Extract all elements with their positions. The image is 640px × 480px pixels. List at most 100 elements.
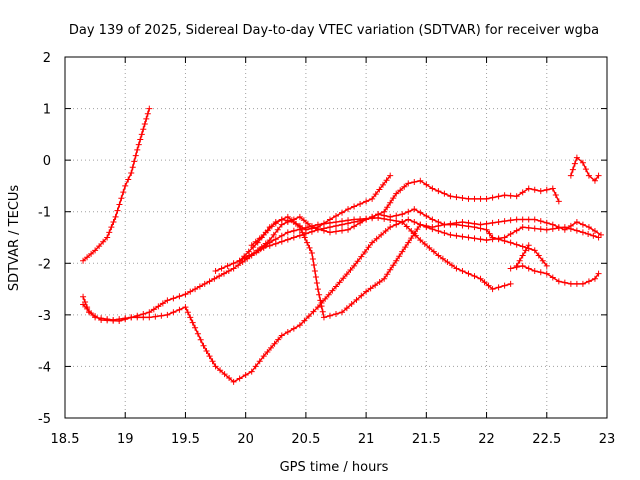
data-point [543,262,550,269]
data-point [301,234,308,241]
data-point [317,297,324,304]
data-point [465,195,472,202]
data-point [477,275,484,282]
data-point [182,291,189,298]
series-sat-i [513,242,532,269]
data-point [248,368,255,375]
data-point [206,353,213,360]
data-point [230,378,237,385]
data-point [278,221,285,228]
data-point [459,268,466,275]
data-point [501,237,508,244]
data-point [489,219,496,226]
data-point [585,278,592,285]
data-point [390,262,397,269]
data-point [122,315,129,322]
data-point [516,257,523,264]
data-point [92,314,99,321]
data-point [125,176,132,183]
data-point [555,224,562,231]
data-point [399,211,406,218]
data-point [296,322,303,329]
data-point [284,213,291,220]
data-point [465,270,472,277]
data-point [326,216,333,223]
data-point [441,190,448,197]
chart-title: Day 139 of 2025, Sidereal Day-to-day VTE… [69,23,599,38]
data-point [397,187,404,194]
data-point [447,231,454,238]
data-point [134,314,141,321]
data-point [206,278,213,285]
data-point [230,265,237,272]
data-point [525,224,532,231]
data-point [333,213,339,220]
data-point [513,216,520,223]
data-point [322,295,329,302]
data-point [128,314,135,321]
data-point [296,213,303,220]
data-point [579,229,586,236]
data-point [333,222,339,229]
data-point [333,283,339,290]
series-line [251,216,548,319]
data-point [363,198,370,205]
data-point [483,220,490,227]
data-point [519,243,526,250]
data-point [387,199,394,206]
data-point [262,240,269,247]
data-point [381,208,388,215]
series-sat-b [80,214,514,325]
data-point [408,235,415,242]
data-point [507,280,514,287]
y-axis-label: SDTVAR / TECUs [7,185,22,292]
data-point [531,186,538,193]
data-point [393,221,400,228]
data-point [591,275,598,282]
data-point [477,225,484,232]
x-tick-label: 21.5 [412,432,441,447]
data-point [164,311,171,318]
data-point [423,222,430,229]
data-point [260,244,267,251]
data-point [441,229,448,236]
data-point [439,255,446,262]
data-point [200,342,207,349]
data-point [122,182,129,189]
data-point [140,126,147,133]
data-point [314,304,321,311]
data-point [447,221,454,228]
data-point [501,218,508,225]
data-point [531,247,538,254]
y-tick-label: 1 [43,103,51,118]
data-point [372,191,379,198]
series-sat-g [212,177,562,275]
data-point [365,244,372,251]
data-point [313,280,320,287]
data-point [272,219,279,226]
data-point [353,296,360,303]
data-point [441,221,448,228]
data-point [387,213,394,220]
series-line [82,218,599,383]
data-point [230,260,237,267]
data-point [242,372,249,379]
data-point [141,121,148,128]
data-point [128,170,135,177]
data-point [543,270,550,277]
data-point [421,240,428,247]
series-layer [80,105,604,385]
data-point [312,274,319,281]
data-point [302,230,309,237]
data-point [381,275,388,282]
data-point [405,216,412,223]
data-point [194,330,201,337]
data-point [88,310,95,317]
data-point [104,234,111,241]
data-point [333,228,339,235]
data-point [308,228,315,235]
series-sat-h [567,154,602,184]
data-point [571,160,578,167]
data-point [595,172,602,179]
data-point [591,177,598,184]
